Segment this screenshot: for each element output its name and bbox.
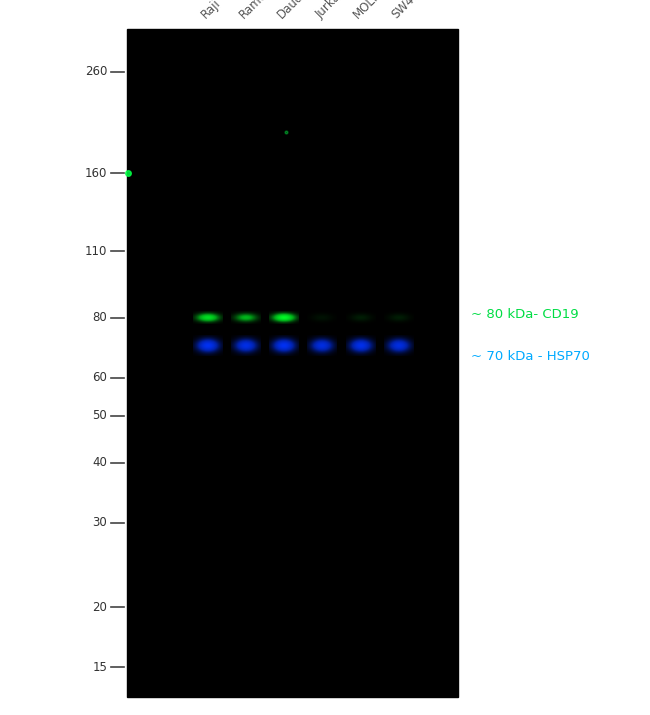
Text: MOLT-4: MOLT-4 <box>351 0 391 21</box>
Text: 40: 40 <box>92 456 107 469</box>
Text: Daudi: Daudi <box>275 0 309 21</box>
Text: 30: 30 <box>92 516 107 529</box>
Text: 15: 15 <box>92 661 107 674</box>
Text: ~ 70 kDa - HSP70: ~ 70 kDa - HSP70 <box>471 350 590 363</box>
Bar <box>127 29 458 697</box>
Text: 20: 20 <box>92 601 107 613</box>
Text: 50: 50 <box>92 410 107 423</box>
Text: Raji: Raji <box>199 0 224 21</box>
Text: Ramos: Ramos <box>237 0 274 21</box>
Text: 160: 160 <box>85 167 107 179</box>
Text: SW480: SW480 <box>389 0 428 21</box>
Text: ~ 80 kDa- CD19: ~ 80 kDa- CD19 <box>471 308 579 321</box>
Text: 80: 80 <box>92 312 107 325</box>
Text: 110: 110 <box>85 245 107 258</box>
Text: Jurkat: Jurkat <box>313 0 346 21</box>
Text: 260: 260 <box>85 66 107 79</box>
Text: 60: 60 <box>92 372 107 385</box>
